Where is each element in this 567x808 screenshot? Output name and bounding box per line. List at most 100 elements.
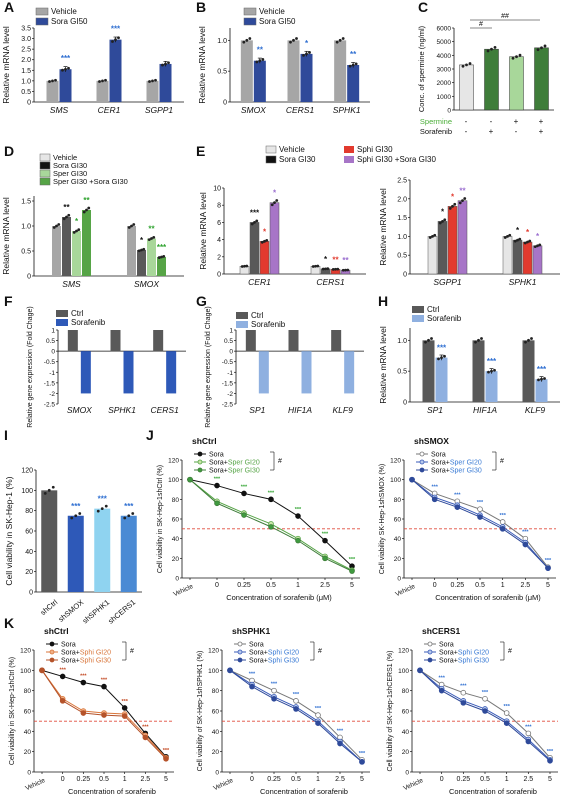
y-tick-label: 60 xyxy=(394,517,402,524)
series-point xyxy=(249,683,255,690)
series-point xyxy=(59,698,66,704)
series-point xyxy=(525,738,532,745)
y-tick-label: 0 xyxy=(403,400,407,407)
y-tick-label: 80 xyxy=(394,497,402,504)
significance-star: ** xyxy=(350,50,357,59)
bar xyxy=(427,236,438,275)
data-dot xyxy=(62,217,66,221)
x-tick-label: Vehicle xyxy=(402,777,424,792)
bar xyxy=(240,40,253,102)
significance-star: *** xyxy=(349,557,356,563)
significance-star: *** xyxy=(547,749,554,755)
stat-mark: # xyxy=(278,458,282,465)
series-point xyxy=(482,708,488,714)
bar xyxy=(472,340,485,402)
series-point xyxy=(293,706,299,712)
data-dot xyxy=(334,267,337,271)
x-tick-label: 0 xyxy=(433,582,437,589)
series-point xyxy=(477,506,483,512)
legend-label: Sora+Sper GI30 xyxy=(209,468,260,475)
data-dot xyxy=(255,219,259,223)
series-point xyxy=(417,667,423,674)
legend-swatch xyxy=(243,17,257,26)
row-value: - xyxy=(465,117,468,126)
bar xyxy=(535,379,548,402)
data-dot xyxy=(538,243,542,247)
significance-star: *** xyxy=(71,502,81,511)
legend-label: Sorafenib xyxy=(427,314,462,323)
legend-swatch xyxy=(39,153,51,162)
panel-letter: A xyxy=(4,0,14,15)
y-tick-label: 0 xyxy=(397,576,401,583)
y-tick-label: 1.0 xyxy=(397,234,407,241)
series-point xyxy=(454,504,461,511)
data-dot xyxy=(443,354,446,358)
x-tick-label: 0.5 xyxy=(266,582,276,589)
panel-letter: B xyxy=(196,0,206,15)
data-dot xyxy=(324,267,327,271)
bar xyxy=(301,351,312,394)
panel-letter: K xyxy=(4,615,14,631)
y-tick-label: 20 xyxy=(212,749,220,756)
data-dot xyxy=(431,235,434,238)
panel-letter: D xyxy=(4,143,14,159)
data-dot xyxy=(461,199,464,203)
data-dot xyxy=(424,340,427,344)
row-value: - xyxy=(515,127,518,136)
bar xyxy=(259,241,270,275)
y-axis-label: Relative mRNA level xyxy=(197,26,207,104)
x-tick-label: 2.5 xyxy=(520,582,530,589)
legend-swatch xyxy=(344,156,354,163)
data-dot xyxy=(428,236,432,239)
significance-star: * xyxy=(526,228,530,237)
y-tick-label: 1.5 xyxy=(21,199,31,206)
y-tick-label: 6000 xyxy=(437,26,452,33)
category-label: SMOX xyxy=(134,279,159,289)
data-dot xyxy=(127,514,131,518)
y-tick-label: -1.5 xyxy=(44,380,56,387)
y-tick-label: 0.5 xyxy=(21,249,31,256)
category-label: CER1 xyxy=(98,105,121,115)
significance-star: *** xyxy=(214,477,221,483)
x-tick-label: 0.5 xyxy=(291,776,301,783)
y-tick-label: 80 xyxy=(24,688,32,695)
series-point xyxy=(187,476,193,483)
legend-marker xyxy=(237,649,243,655)
data-dot xyxy=(123,516,127,520)
legend-label: Sorafenib xyxy=(251,320,286,329)
data-dot xyxy=(336,267,340,271)
y-tick-label: 0.5 xyxy=(21,89,31,96)
bar xyxy=(110,330,121,352)
y-tick-label: 0 xyxy=(229,349,233,356)
significance-star: * xyxy=(441,207,445,216)
y-tick-label: 60 xyxy=(25,529,33,536)
legend-label: Sorafenib xyxy=(71,318,106,327)
series-point xyxy=(322,537,328,544)
y-tick-label: -2.5 xyxy=(222,402,234,409)
y-tick-label: 120 xyxy=(168,458,179,465)
significance-star: * xyxy=(536,232,540,241)
data-dot xyxy=(255,60,259,64)
significance-star: * xyxy=(451,192,455,201)
data-dot xyxy=(351,63,355,67)
legend-swatch xyxy=(35,17,49,26)
series-point xyxy=(547,758,553,764)
significance-star: *** xyxy=(359,751,366,757)
stat-mark: # xyxy=(479,21,483,28)
bar xyxy=(253,60,266,102)
y-tick-label: 2 xyxy=(217,254,221,261)
data-dot xyxy=(147,238,151,242)
y-tick-label: 0 xyxy=(447,108,451,115)
data-dot xyxy=(104,78,107,82)
data-dot xyxy=(154,78,157,82)
series-point xyxy=(142,734,149,741)
data-dot xyxy=(341,37,345,40)
significance-star: ** xyxy=(257,46,264,55)
data-dot xyxy=(51,485,55,489)
significance-star: *** xyxy=(59,667,66,673)
category-label: HIF1A xyxy=(288,405,312,415)
bar xyxy=(41,490,58,592)
bar xyxy=(287,40,300,102)
series-point xyxy=(295,537,301,544)
y-tick-label: 1000 xyxy=(437,94,452,101)
